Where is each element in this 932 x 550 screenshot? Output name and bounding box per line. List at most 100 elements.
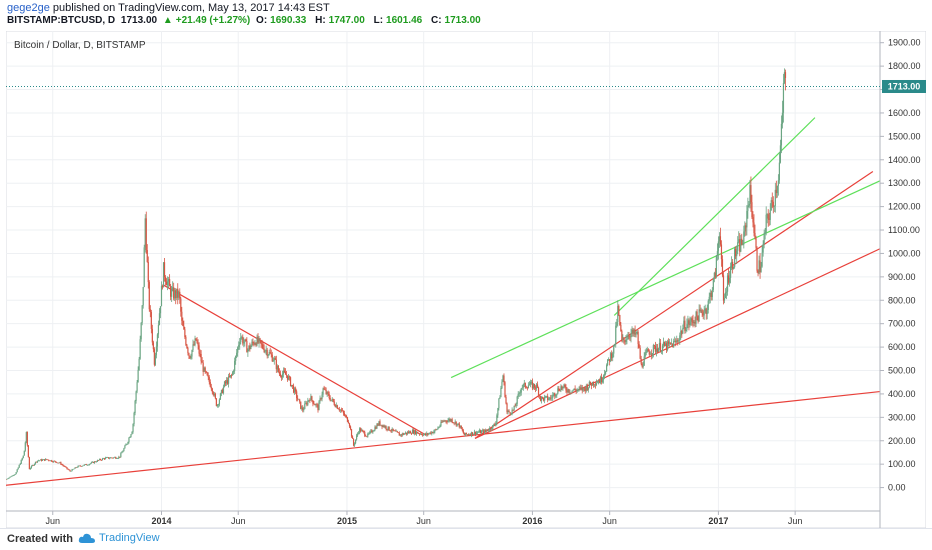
candle-body — [96, 460, 99, 462]
candle-body — [732, 261, 734, 269]
candle-body — [222, 386, 225, 394]
candle-body — [752, 217, 754, 223]
trendline-red[interactable] — [163, 284, 427, 436]
candle-body — [605, 371, 607, 374]
candle-body — [382, 425, 384, 427]
candle-body — [712, 278, 714, 290]
candle-body — [238, 344, 240, 348]
candle-body — [459, 425, 461, 428]
candle-body — [61, 464, 63, 466]
candle-body — [26, 432, 28, 446]
candle-body — [616, 322, 618, 326]
candle-body — [391, 428, 393, 432]
price-chart[interactable]: 0.00 100.00 200.00 300.00 400.00 500.00 600.00… — [6, 31, 926, 528]
candle-body — [403, 433, 405, 435]
candle-body — [6, 479, 7, 480]
candle-body — [331, 398, 333, 400]
candle-body — [113, 457, 115, 459]
candle-body — [272, 360, 274, 362]
candle-body — [766, 214, 768, 215]
x-tick-label: Jun — [231, 516, 246, 526]
candle-body — [537, 387, 540, 396]
candle-body — [645, 351, 647, 354]
candle-body — [527, 385, 529, 389]
candle-body — [340, 409, 342, 411]
candle-body — [728, 277, 731, 283]
candle-body — [69, 470, 71, 472]
candle-body — [95, 461, 98, 463]
candle-body — [14, 474, 16, 475]
candle-body — [124, 445, 126, 449]
candle-body — [661, 345, 664, 351]
candle-body — [514, 406, 516, 407]
price-axis[interactable]: 0.00 100.00 200.00 300.00 400.00 500.00 600.00… — [880, 38, 921, 493]
candle-body — [140, 322, 142, 340]
candle-body — [668, 341, 670, 344]
last-price-label: 1713.00 — [888, 81, 921, 91]
candle-body — [348, 423, 351, 427]
ohlc-bar: BITSTAMP:BTCUSD, D 1713.00 ▲ +21.49 (+1.2… — [7, 15, 487, 26]
candle-body — [240, 337, 242, 343]
candle-body — [745, 225, 747, 228]
candle-body — [469, 434, 472, 436]
candle-body — [147, 262, 149, 283]
candle-body — [122, 451, 124, 453]
candle-body — [776, 185, 778, 194]
candle-body — [638, 344, 640, 348]
candle-body — [581, 387, 583, 391]
candle-body — [554, 393, 556, 397]
candle-body — [325, 390, 327, 394]
candle-body — [285, 374, 288, 376]
candle-body — [98, 459, 101, 461]
trendline-red[interactable] — [6, 390, 881, 486]
candle-body — [781, 112, 784, 124]
candle-body — [11, 475, 13, 477]
candle-body — [270, 353, 272, 355]
candle-body — [691, 318, 693, 321]
candle-body — [402, 433, 404, 435]
candle-body — [531, 381, 534, 389]
candle-body — [318, 401, 320, 411]
candle-body — [653, 345, 655, 346]
candle-body — [680, 330, 682, 336]
candle-body — [314, 404, 316, 406]
candle-body — [502, 375, 504, 382]
chart-area[interactable]: 0.00 100.00 200.00 300.00 400.00 500.00 600.00… — [6, 31, 926, 528]
trendline-red[interactable] — [474, 170, 874, 439]
candle-body — [300, 401, 302, 409]
candle-body — [333, 401, 335, 405]
trendline-green[interactable] — [450, 180, 881, 379]
candle-body — [99, 459, 102, 460]
candle-body — [444, 420, 446, 422]
candle-body — [591, 381, 593, 386]
candle-body — [587, 387, 589, 390]
candle-body — [602, 375, 605, 380]
candle-body — [439, 425, 441, 428]
candle-body — [464, 432, 466, 436]
candle-body — [400, 434, 402, 436]
candle-body — [672, 343, 674, 348]
candle-body — [558, 388, 560, 391]
candle-body — [25, 432, 27, 443]
candle-body — [395, 431, 397, 432]
author-link[interactable]: gege2ge — [7, 2, 50, 14]
candle-body — [87, 464, 89, 466]
candle-body — [103, 458, 106, 460]
candle-body — [657, 348, 660, 353]
candle-body — [406, 432, 409, 434]
time-axis[interactable]: Jun 2014 Jun 2015 Jun 2016 Jun 2017 Jun — [45, 511, 802, 526]
candle-body — [349, 426, 352, 430]
candle-body — [759, 260, 761, 273]
candle-body — [688, 320, 690, 326]
candle-body — [576, 389, 578, 392]
candle-body — [339, 409, 341, 411]
candle-body — [742, 244, 744, 246]
candle-body — [697, 316, 699, 322]
candle-body — [682, 328, 684, 334]
candle-body — [47, 459, 49, 461]
tradingview-logo[interactable]: TradingView — [78, 532, 160, 544]
candle-body — [93, 461, 96, 464]
candle-body — [549, 397, 551, 400]
candle-body — [666, 341, 669, 350]
candle-body — [10, 476, 12, 478]
